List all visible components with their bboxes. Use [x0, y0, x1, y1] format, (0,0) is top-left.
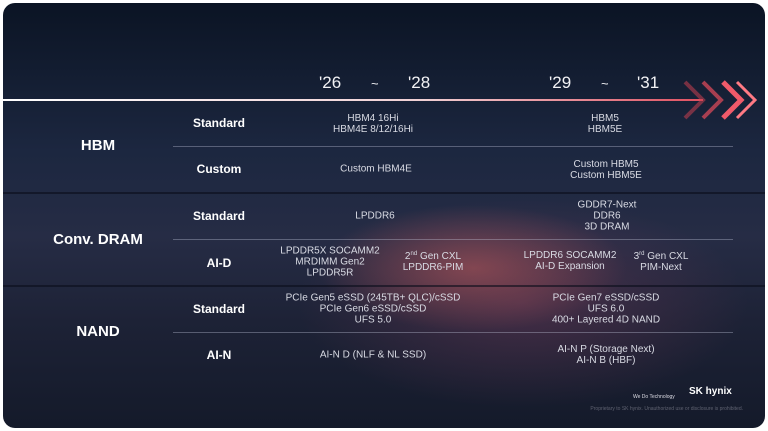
row-label-nand-ai-n: AI-N	[206, 348, 232, 362]
roadmap-slide: '26 ~ '28 '29 ~ '31 HBM Standard HBM4 16…	[3, 3, 765, 428]
row-label-nand-standard: Standard	[192, 302, 245, 316]
cell-hbm-standard-26-28: HBM4 16Hi HBM4E 8/12/16Hi	[332, 113, 414, 135]
tilde-2: ~	[601, 76, 609, 91]
group-divider	[3, 192, 765, 194]
footer-notice: Proprietary to SK hynix. Unauthorized us…	[590, 406, 743, 412]
cell-nand-standard-29-31: PCIe Gen7 eSSD/cSSD UFS 6.0 400+ Layered 4…	[551, 292, 661, 326]
year-end-2: '31	[637, 73, 660, 92]
year-start-2: '29	[549, 73, 572, 92]
cell-hbm-standard-29-31: HBM5 HBM5E	[587, 113, 623, 135]
row-divider	[173, 239, 733, 240]
cell-ai-n-26-28: AI-N D (NLF & NL SSD)	[319, 349, 427, 361]
row-label-hbm-custom: Custom	[196, 162, 242, 176]
group-label-nand: NAND	[76, 323, 120, 340]
cell-hbm-custom-29-31: Custom HBM5 Custom HBM5E	[570, 159, 642, 181]
cell-hbm-custom-26-28: Custom HBM4E	[340, 163, 412, 175]
cell-ai-n-29-31: AI-N P (Storage Next) AI-N B (HBF)	[557, 344, 655, 366]
cell-nand-standard-26-28: PCIe Gen5 eSSD (245TB+ QLC)/cSSD PCIe Gen…	[285, 292, 461, 326]
cell-ai-d-26-28-b: 2nd Gen CXL LPDDR6-PIM	[402, 250, 464, 274]
sk-hynix-logo: SK hynix	[689, 386, 732, 397]
row-divider	[173, 146, 733, 147]
chevron-arrow-icon	[683, 80, 758, 120]
row-label-dram-standard: Standard	[192, 209, 245, 223]
group-divider	[3, 285, 765, 287]
tilde-1: ~	[371, 76, 379, 91]
group-label-conv-dram: Conv. DRAM	[53, 231, 143, 248]
timeline-arrow-line	[3, 99, 703, 101]
year-start-1: '26	[319, 73, 342, 92]
cell-ai-d-29-31-a: LPDDR6 SOCAMM2 AI-D Expansion	[523, 250, 617, 272]
tagline: We Do Technology	[633, 394, 675, 400]
row-label-dram-ai-d: AI-D	[206, 256, 232, 270]
cell-ai-d-26-28-a: LPDDR5X SOCAMM2 MRDIMM Gen2 LPDDR5R	[280, 245, 380, 279]
cell-dram-standard-26-28: LPDDR6	[355, 210, 395, 222]
row-label-hbm-standard: Standard	[192, 116, 245, 130]
year-end-1: '28	[408, 73, 431, 92]
row-divider	[173, 332, 733, 333]
cell-ai-d-29-31-b: 3rd Gen CXL PIM-Next	[633, 250, 689, 274]
cell-dram-standard-29-31: GDDR7-Next DDR6 3D DRAM	[577, 199, 637, 233]
group-label-hbm: HBM	[80, 137, 116, 154]
